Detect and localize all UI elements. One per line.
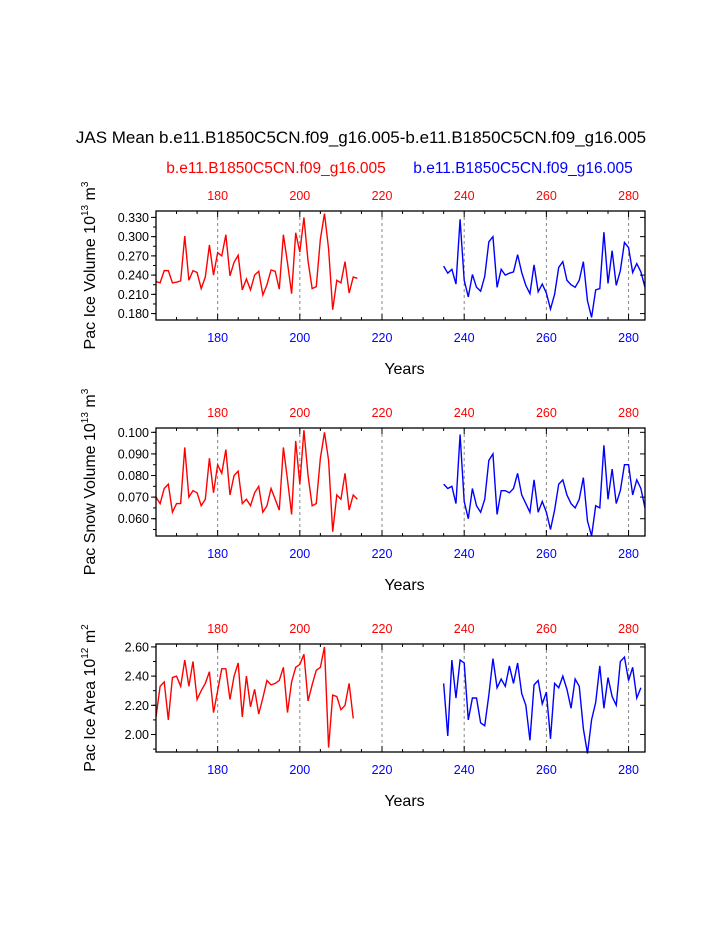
x-tick-label-bottom: 280 bbox=[618, 547, 639, 561]
plot-frame bbox=[155, 427, 646, 537]
chart-panel-1: 0.330 0.300 0.270 0.240 0.210 0.180 180 180 200 2… bbox=[80, 181, 646, 378]
x-tick-label-bottom: 180 bbox=[207, 331, 228, 345]
y-tick-label: 0.070 bbox=[118, 491, 149, 505]
x-tick-label-top: 200 bbox=[289, 406, 310, 420]
x-tick-label-bottom: 220 bbox=[372, 331, 393, 345]
x-tick-label-top: 280 bbox=[618, 622, 639, 636]
y-tick-label: 2.20 bbox=[125, 699, 149, 713]
x-tick-label-top: 240 bbox=[454, 189, 475, 203]
x-axis-title: Years bbox=[384, 793, 424, 810]
x-tick-label-top: 240 bbox=[454, 406, 475, 420]
y-tick-label: 0.100 bbox=[118, 426, 149, 440]
plot-frame bbox=[155, 643, 646, 753]
x-tick-label-top: 180 bbox=[207, 406, 228, 420]
series-line-red bbox=[155, 430, 358, 532]
x-tick-label-bottom: 180 bbox=[207, 763, 228, 777]
y-tick-label: 0.060 bbox=[118, 512, 149, 526]
y-tick-label: 0.300 bbox=[118, 230, 149, 244]
x-tick-label-top: 220 bbox=[372, 406, 393, 420]
y-axis-title-text: Pac Snow Volume 10 bbox=[82, 423, 99, 575]
y-axis-title-exponent: 13 bbox=[80, 412, 91, 424]
legend-label-blue: b.e11.B1850C5CN.f09_g16.005 bbox=[413, 160, 632, 177]
y-axis-title-exponent: 13 bbox=[80, 204, 91, 216]
y-tick-label: 0.080 bbox=[118, 469, 149, 483]
x-tick-label-top: 260 bbox=[536, 622, 557, 636]
x-tick-label-bottom: 240 bbox=[454, 331, 475, 345]
x-axis-title: Years bbox=[384, 577, 424, 594]
y-tick-label: 0.270 bbox=[118, 249, 149, 263]
x-tick-label-bottom: 240 bbox=[454, 547, 475, 561]
y-axis-title-unit-exponent: 3 bbox=[80, 388, 91, 394]
x-tick-label-bottom: 280 bbox=[618, 331, 639, 345]
x-tick-label-top: 200 bbox=[289, 622, 310, 636]
y-tick-label: 0.180 bbox=[118, 307, 149, 321]
x-tick-label-bottom: 220 bbox=[372, 547, 393, 561]
series-line-red bbox=[155, 646, 354, 748]
chart-panel-3: 2.60 2.40 2.20 2.00 180 180 200 200 220 220 240 240… bbox=[80, 622, 646, 810]
y-axis-title-text: Pac Ice Area 10 bbox=[82, 659, 99, 772]
x-tick-label-bottom: 260 bbox=[536, 763, 557, 777]
y-tick-label: 0.210 bbox=[118, 288, 149, 302]
y-axis-title-exponent: 12 bbox=[80, 647, 91, 659]
y-axis-title-unit: m bbox=[82, 630, 99, 648]
x-tick-label-bottom: 200 bbox=[289, 547, 310, 561]
series-line-red bbox=[155, 213, 358, 310]
chart-title: JAS Mean b.e11.B1850C5CN.f09_g16.005-b.e… bbox=[76, 128, 646, 147]
x-tick-label-bottom: 260 bbox=[536, 331, 557, 345]
y-tick-label: 0.330 bbox=[118, 211, 149, 225]
series-line-blue bbox=[443, 219, 646, 318]
y-axis-title-unit-exponent: 2 bbox=[80, 624, 91, 630]
y-tick-label: 2.00 bbox=[125, 728, 149, 742]
x-tick-label-top: 260 bbox=[536, 406, 557, 420]
x-tick-label-top: 260 bbox=[536, 189, 557, 203]
x-tick-label-bottom: 280 bbox=[618, 763, 639, 777]
y-axis-title-text: Pac Ice Volume 10 bbox=[82, 216, 99, 350]
legend-label-red: b.e11.B1850C5CN.f09_g16.005 bbox=[166, 160, 385, 177]
x-tick-label-top: 220 bbox=[372, 622, 393, 636]
y-tick-label: 0.240 bbox=[118, 269, 149, 283]
y-tick-label: 0.090 bbox=[118, 447, 149, 461]
y-axis-title-unit-exponent: 3 bbox=[80, 181, 91, 187]
y-axis-title-unit: m bbox=[82, 187, 99, 205]
series-line-blue bbox=[443, 434, 646, 537]
x-tick-label-bottom: 200 bbox=[289, 763, 310, 777]
y-tick-label: 2.40 bbox=[125, 670, 149, 684]
y-tick-label: 2.60 bbox=[125, 640, 149, 654]
x-axis-title: Years bbox=[384, 361, 424, 378]
y-axis-title-unit: m bbox=[82, 394, 99, 412]
x-tick-label-top: 240 bbox=[454, 622, 475, 636]
x-tick-label-top: 180 bbox=[207, 189, 228, 203]
x-tick-label-bottom: 220 bbox=[372, 763, 393, 777]
x-tick-label-top: 280 bbox=[618, 189, 639, 203]
series-line-blue bbox=[442, 655, 642, 754]
x-tick-label-bottom: 200 bbox=[289, 331, 310, 345]
y-axis-title: Pac Snow Volume 1013 m3 bbox=[80, 388, 99, 575]
y-axis-title: Pac Ice Area 1012 m2 bbox=[80, 624, 99, 772]
x-tick-label-top: 280 bbox=[618, 406, 639, 420]
chart-panel-2: 0.100 0.090 0.080 0.070 0.060 180 180 200 200 220… bbox=[80, 388, 646, 594]
x-tick-label-top: 200 bbox=[289, 189, 310, 203]
y-axis-title: Pac Ice Volume 1013 m3 bbox=[80, 181, 99, 349]
x-tick-label-top: 220 bbox=[372, 189, 393, 203]
x-tick-label-bottom: 240 bbox=[454, 763, 475, 777]
x-tick-label-bottom: 180 bbox=[207, 547, 228, 561]
x-tick-label-bottom: 260 bbox=[536, 547, 557, 561]
x-tick-label-top: 180 bbox=[207, 622, 228, 636]
